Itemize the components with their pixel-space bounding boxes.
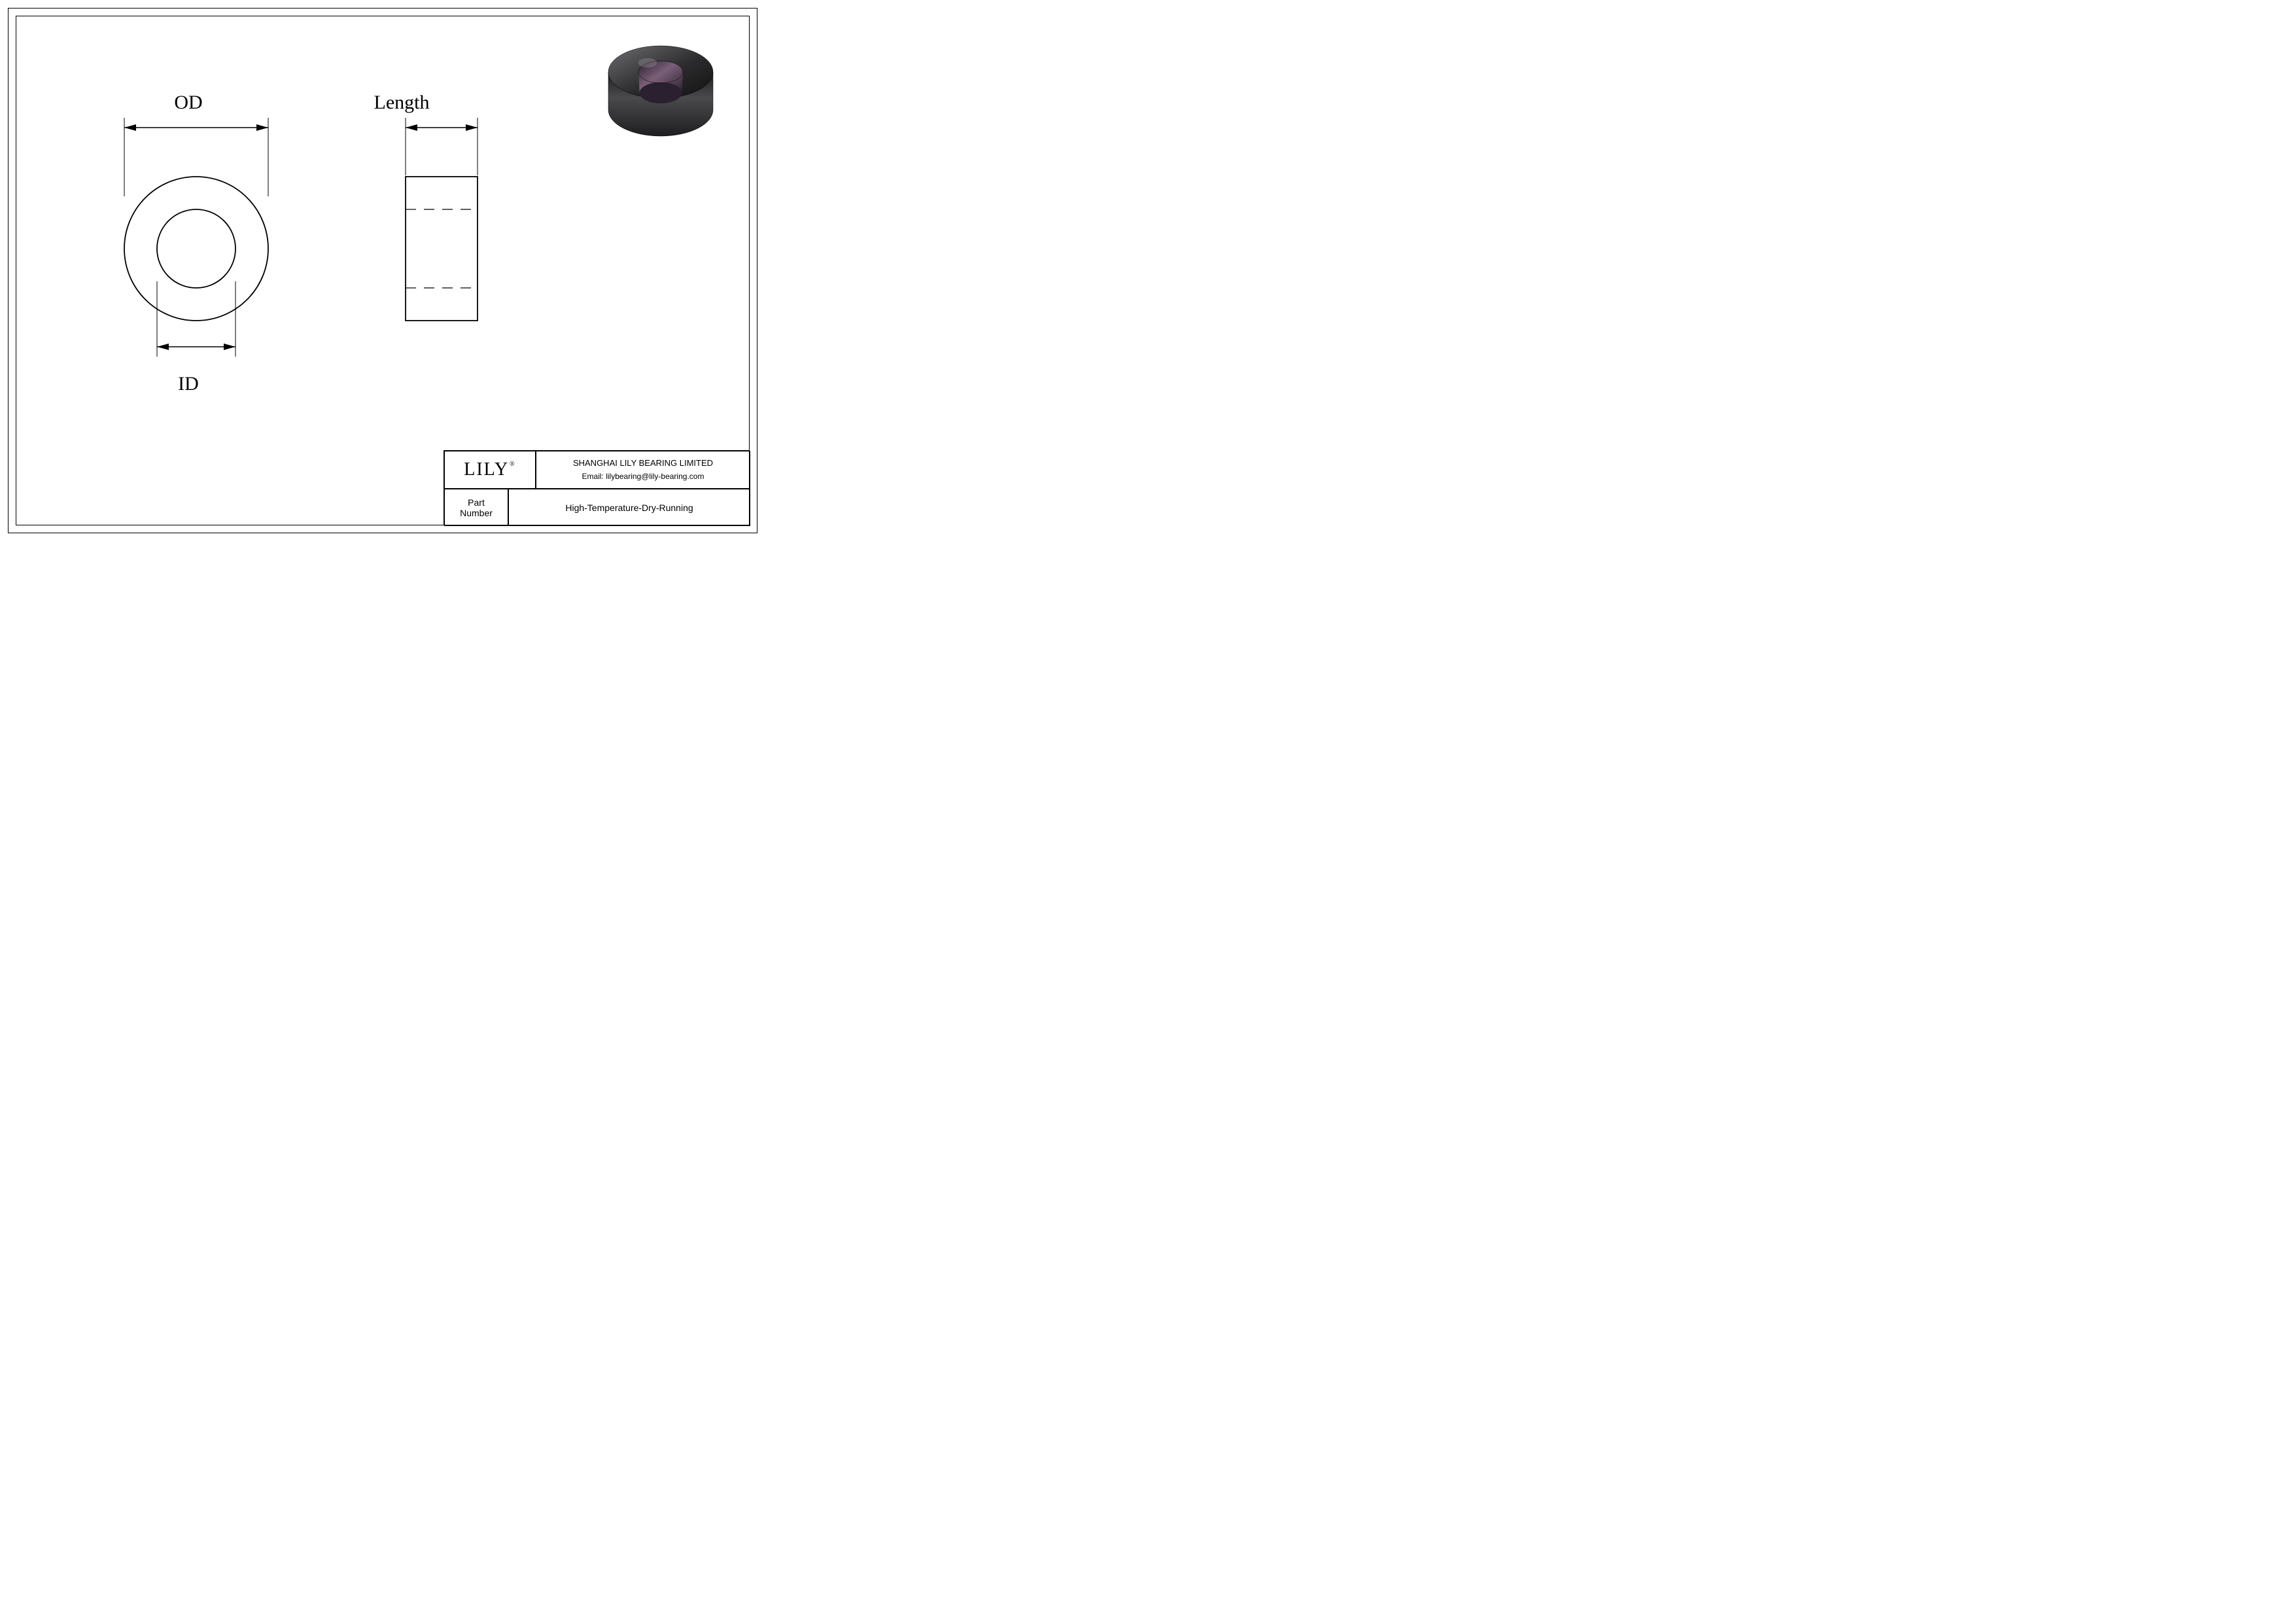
registered-icon: ® — [510, 461, 516, 468]
part-label-cell: Part Number — [444, 489, 508, 526]
lily-logo-text: LILY — [464, 459, 509, 480]
part-label-line2: Number — [460, 508, 493, 518]
company-name: SHANGHAI LILY BEARING LIMITED — [573, 458, 713, 469]
label-length: Length — [374, 92, 430, 114]
label-od: OD — [174, 92, 202, 114]
logo-cell: LILY ® — [444, 451, 536, 489]
lily-logo: LILY ® — [464, 459, 516, 480]
label-id: ID — [178, 373, 199, 395]
company-email: Email: lilybearing@lily-bearing.com — [582, 472, 704, 482]
part-label-line1: Part — [468, 497, 485, 508]
part-value: High-Temperature-Dry-Running — [565, 503, 693, 513]
company-cell: SHANGHAI LILY BEARING LIMITED Email: lil… — [536, 451, 750, 489]
title-block: LILY ® SHANGHAI LILY BEARING LIMITED Ema… — [444, 450, 750, 525]
part-value-cell: High-Temperature-Dry-Running — [508, 489, 750, 526]
